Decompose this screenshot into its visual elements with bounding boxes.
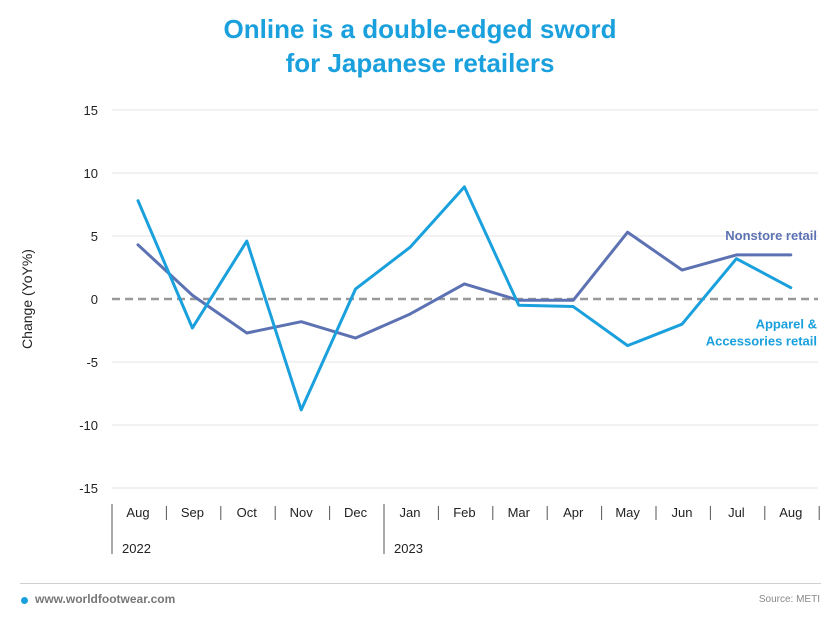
footer-source: Source: METI bbox=[758, 594, 820, 605]
line-chart: 15 10 5 0 -5 -10 -15 Change (YoY%) Aug Sep Oct Nov D… bbox=[19, 103, 820, 556]
x-tick-label: Jan bbox=[400, 505, 421, 520]
x-tick-label: Mar bbox=[508, 505, 531, 520]
x-tick-label: Apr bbox=[563, 505, 584, 520]
y-tick-label: -15 bbox=[79, 481, 98, 496]
y-tick-label: 0 bbox=[91, 292, 98, 307]
x-tick-label: Sep bbox=[181, 505, 204, 520]
y-tick-label: 10 bbox=[84, 166, 98, 181]
x-tick-label: Jun bbox=[672, 505, 693, 520]
x-tick-label: Dec bbox=[344, 505, 368, 520]
series-label: Accessories retail bbox=[706, 334, 817, 349]
x-tick-label: Feb bbox=[453, 505, 475, 520]
y-tick-label: -5 bbox=[86, 355, 98, 370]
footer-bullet-icon bbox=[21, 597, 28, 604]
footer-website: www.worldfootwear.com bbox=[35, 592, 176, 606]
chart-title-line-2: for Japanese retailers bbox=[285, 48, 555, 78]
x-tick-label: Jul bbox=[728, 505, 745, 520]
chart-title-line-1: Online is a double-edged sword bbox=[223, 14, 617, 44]
year-label: 2023 bbox=[394, 541, 423, 556]
apparel-accessories-line bbox=[136, 185, 793, 412]
year-label: 2022 bbox=[122, 541, 151, 556]
x-tick-label: Aug bbox=[779, 505, 802, 520]
y-tick-label: 5 bbox=[91, 229, 98, 244]
x-tick-label: Aug bbox=[126, 505, 149, 520]
y-tick-label: -10 bbox=[79, 418, 98, 433]
series-label: Apparel & bbox=[756, 317, 817, 332]
y-axis-label: Change (YoY%) bbox=[19, 249, 35, 349]
nonstore-retail-line bbox=[136, 230, 793, 340]
series-label: Nonstore retail bbox=[725, 228, 817, 243]
x-tick-label: Nov bbox=[290, 505, 314, 520]
x-tick-label: Oct bbox=[237, 505, 258, 520]
x-tick-label: May bbox=[615, 505, 640, 520]
footer-divider bbox=[20, 583, 821, 584]
y-tick-label: 15 bbox=[84, 103, 98, 118]
chart-title: Online is a double-edged sword for Japan… bbox=[0, 12, 840, 80]
